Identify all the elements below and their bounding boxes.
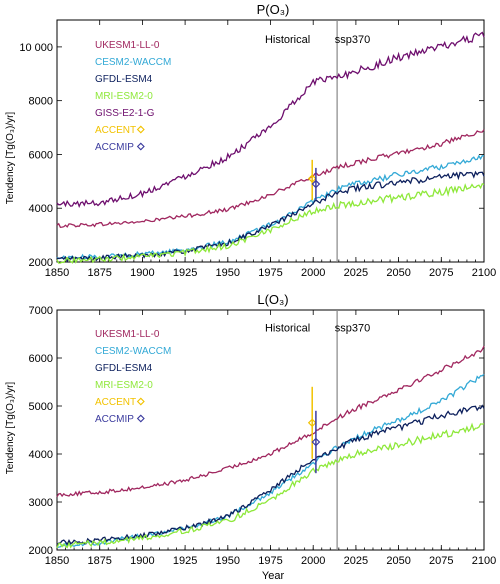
y-tick-label: 7000 bbox=[29, 305, 53, 317]
x-tick-label: 2100 bbox=[472, 267, 496, 279]
panel-loss: L(O₃) Tendency [Tg(O₃)/yr] 1850 1875 1900 1… bbox=[5, 292, 496, 582]
y-axis-label: Tendency [Tg(O₃)/yr] bbox=[5, 112, 16, 205]
y-tick-label: 3000 bbox=[29, 497, 53, 509]
period-label: ssp370 bbox=[335, 34, 370, 46]
legend-entry-giss-e2-1-g: GISS-E2-1-G bbox=[95, 108, 155, 119]
x-tick-label: 1850 bbox=[45, 555, 69, 567]
y-tick-label: 4000 bbox=[29, 449, 53, 461]
x-tick-label: 1900 bbox=[130, 267, 154, 279]
legend: UKESM1-LL-0 CESM2-WACCM GFDL-ESM4 MRI-ESM2-… bbox=[95, 40, 171, 153]
period-label: Historical bbox=[265, 34, 310, 46]
x-tick-label: 1900 bbox=[130, 555, 154, 567]
obs-marker-accent bbox=[307, 418, 317, 428]
x-axis-label: Year bbox=[262, 570, 285, 582]
series-line-cesm2-waccm bbox=[56, 154, 485, 261]
x-tick-label: 2050 bbox=[386, 555, 410, 567]
x-tick-label: 1850 bbox=[45, 267, 69, 279]
x-tick-label: 1925 bbox=[173, 267, 197, 279]
y-tick-label: 4000 bbox=[29, 203, 53, 215]
legend-entry-cesm2-waccm: CESM2-WACCM bbox=[95, 346, 171, 357]
period-label: Historical bbox=[265, 323, 310, 335]
legend-entry-accmip: ACCMIP bbox=[95, 414, 134, 425]
x-tick-label: 2075 bbox=[429, 555, 453, 567]
legend-entry-mri-esm2-0: MRI-ESM2-0 bbox=[95, 91, 153, 102]
x-tick-label: 1875 bbox=[87, 555, 111, 567]
x-tick-label: 2100 bbox=[472, 555, 496, 567]
y-tick-label: 2000 bbox=[29, 545, 53, 557]
x-tick-label: 2025 bbox=[344, 555, 368, 567]
panel-title: P(O₃) bbox=[257, 2, 290, 17]
x-tick-label: 1925 bbox=[173, 555, 197, 567]
y-tick-label: 8000 bbox=[29, 96, 53, 108]
series-line-giss-e2-1-g bbox=[56, 31, 485, 208]
legend-entry-ukesm1-ll-0: UKESM1-LL-0 bbox=[95, 329, 160, 340]
period-label: ssp370 bbox=[335, 323, 370, 335]
x-tick-label: 1875 bbox=[87, 267, 111, 279]
x-tick-label: 2025 bbox=[344, 267, 368, 279]
y-tick-label: 10 000 bbox=[19, 42, 53, 54]
y-axis-label: Tendency [Tg(O₃)/yr] bbox=[5, 382, 16, 475]
series-line-mri-esm2-0 bbox=[56, 422, 485, 549]
legend-entry-gfdl-esm4: GFDL-ESM4 bbox=[95, 363, 153, 374]
x-tick-label: 1975 bbox=[258, 267, 282, 279]
legend-entry-accmip: ACCMIP bbox=[95, 142, 134, 153]
y-tick-label: 5000 bbox=[29, 401, 53, 413]
series-line-mri-esm2-0 bbox=[56, 182, 485, 264]
legend-marker-accmip bbox=[136, 142, 145, 151]
y-tick-label: 6000 bbox=[29, 149, 53, 161]
obs-marker-accmip bbox=[311, 179, 321, 189]
y-tick-label: 2000 bbox=[29, 257, 53, 269]
x-tick-label: 1950 bbox=[216, 555, 240, 567]
plot-area: 1850 1875 1900 1925 1950 1975 2000 2025 2050 2075… bbox=[19, 20, 496, 279]
legend-entry-cesm2-waccm: CESM2-WACCM bbox=[95, 57, 171, 68]
obs-marker-accmip bbox=[311, 437, 321, 447]
obs-marker-accent bbox=[307, 174, 317, 183]
x-tick-label: 2050 bbox=[386, 267, 410, 279]
x-tick-label: 2000 bbox=[301, 555, 325, 567]
x-tick-label: 1975 bbox=[258, 555, 282, 567]
plot-area: 1850 1875 1900 1925 1950 1975 2000 2025 2050 2075… bbox=[29, 305, 497, 567]
legend-entry-accent: ACCENT bbox=[95, 125, 136, 136]
legend-entry-accent: ACCENT bbox=[95, 397, 136, 408]
x-tick-label: 2075 bbox=[429, 267, 453, 279]
series-line-ukesm1-ll-0 bbox=[56, 345, 485, 498]
series-line-gfdl-esm4 bbox=[56, 170, 485, 263]
series-line-ukesm1-ll-0 bbox=[56, 129, 485, 228]
legend-marker-accent bbox=[136, 125, 145, 134]
legend-entry-mri-esm2-0: MRI-ESM2-0 bbox=[95, 380, 153, 391]
panel-title: L(O₃) bbox=[257, 292, 288, 307]
legend-marker-accent bbox=[136, 397, 145, 406]
series-line-gfdl-esm4 bbox=[56, 404, 485, 546]
x-tick-label: 1950 bbox=[216, 267, 240, 279]
legend-marker-accmip bbox=[136, 414, 145, 423]
legend: UKESM1-LL-0 CESM2-WACCM GFDL-ESM4 MRI-ESM2-… bbox=[95, 329, 171, 425]
panel-production: P(O₃) Tendency [Tg(O₃)/yr] 1850 1875 1900 1… bbox=[5, 2, 496, 279]
legend-entry-gfdl-esm4: GFDL-ESM4 bbox=[95, 74, 153, 85]
y-tick-label: 6000 bbox=[29, 353, 53, 365]
x-tick-label: 2000 bbox=[301, 267, 325, 279]
legend-entry-ukesm1-ll-0: UKESM1-LL-0 bbox=[95, 40, 160, 51]
